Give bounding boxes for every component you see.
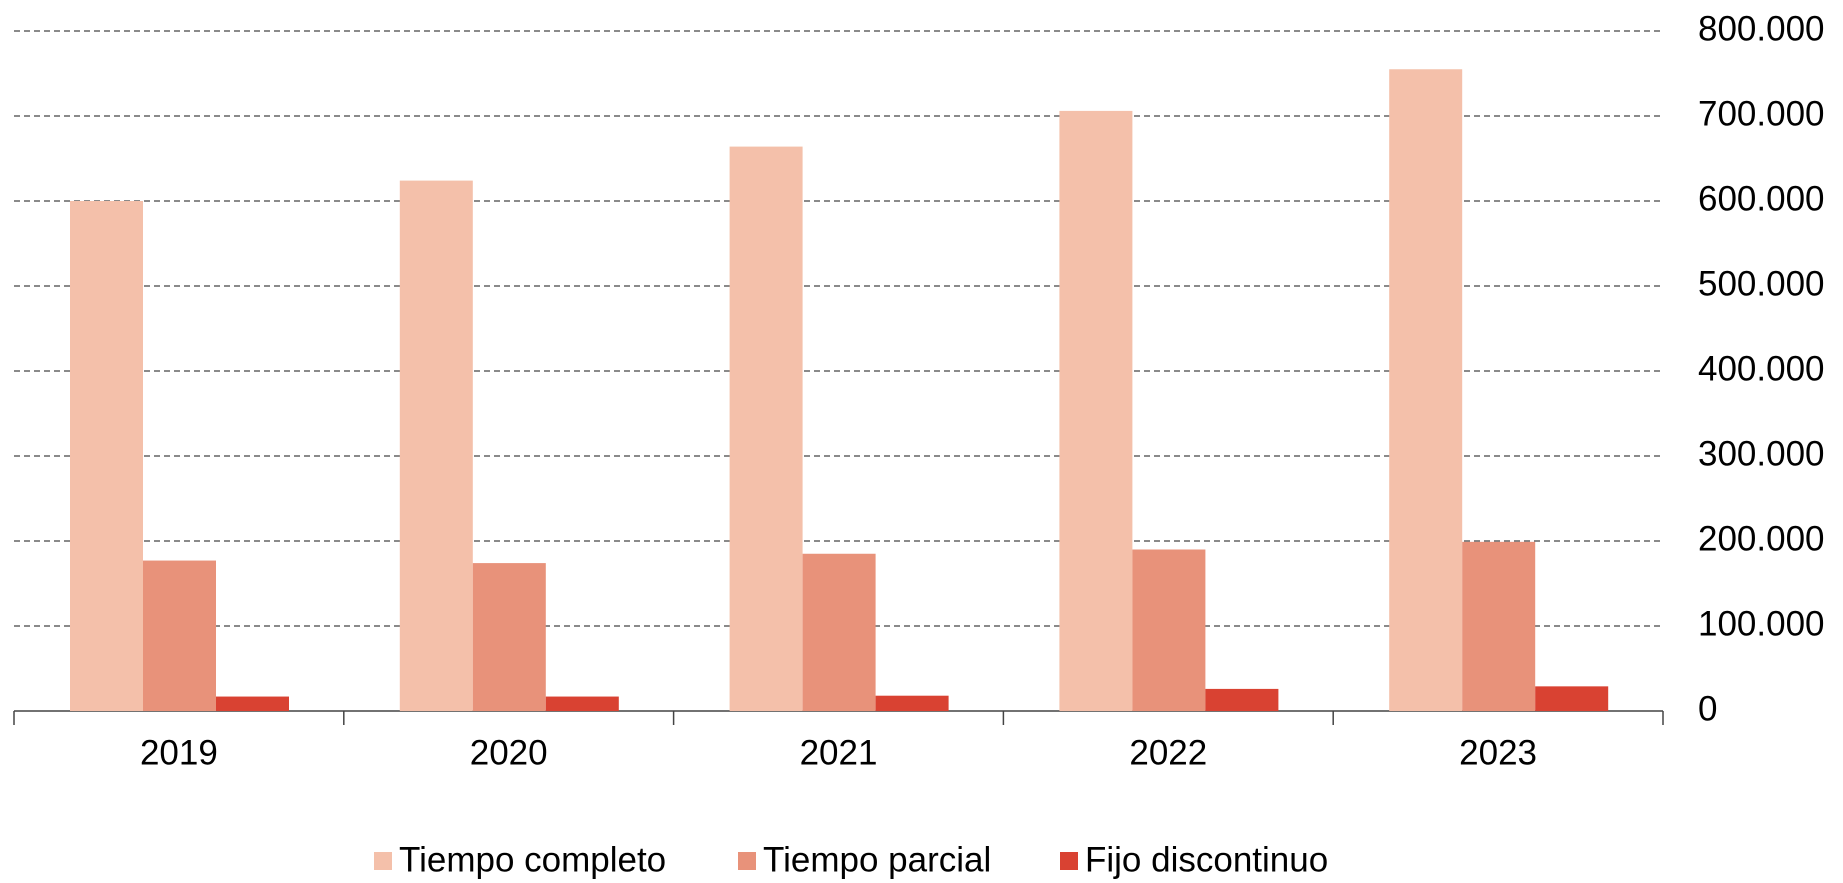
bar	[399, 180, 473, 712]
x-tick-label: 2023	[1459, 733, 1537, 772]
y-tick-label: 0	[1698, 689, 1717, 728]
bar	[1389, 69, 1463, 711]
x-tick-label: 2019	[140, 733, 218, 772]
legend-swatch	[1060, 852, 1078, 870]
bar	[802, 553, 876, 711]
bar	[1462, 541, 1536, 711]
bar	[729, 146, 803, 712]
bar	[1132, 549, 1206, 711]
bar	[70, 201, 143, 711]
y-tick-label: 800.000	[1698, 9, 1825, 48]
y-tick-label: 600.000	[1698, 179, 1825, 218]
legend-swatch	[738, 852, 756, 870]
bar	[1059, 110, 1133, 711]
bar	[875, 695, 949, 711]
bar	[1535, 686, 1609, 711]
bar	[1205, 688, 1279, 711]
y-tick-label: 500.000	[1698, 264, 1825, 303]
y-tick-label: 400.000	[1698, 349, 1825, 388]
x-tick-label: 2020	[470, 733, 548, 772]
legend-label: Fijo discontinuo	[1085, 840, 1328, 879]
bar	[545, 696, 619, 711]
y-tick-label: 300.000	[1698, 434, 1825, 473]
y-tick-label: 200.000	[1698, 519, 1825, 558]
legend-label: Tiempo parcial	[763, 840, 991, 879]
y-tick-label: 700.000	[1698, 94, 1825, 133]
bar	[143, 560, 216, 711]
x-tick-label: 2022	[1129, 733, 1207, 772]
bar	[472, 563, 546, 711]
legend-swatch	[374, 852, 392, 870]
y-tick-label: 100.000	[1698, 604, 1825, 643]
legend-label: Tiempo completo	[399, 840, 666, 879]
x-tick-label: 2021	[800, 733, 878, 772]
bar	[216, 696, 289, 711]
